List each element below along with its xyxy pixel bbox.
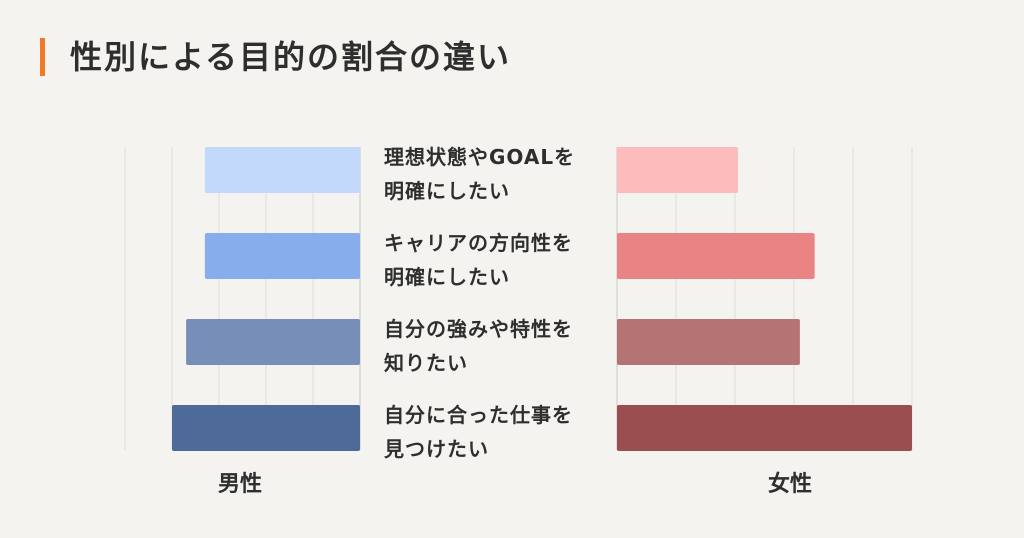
- category-label-line: 明確にしたい: [384, 179, 510, 203]
- category-label-line: 理想状態やGOALを: [384, 145, 576, 169]
- category-label-line: キャリアの方向性を: [384, 231, 573, 255]
- female-bar: [617, 319, 800, 365]
- category-label: 自分に合った仕事を 見つけたい: [384, 398, 614, 466]
- female-bar: [617, 147, 738, 193]
- category-label-line: 知りたい: [384, 351, 468, 375]
- male-bar: [186, 319, 360, 365]
- category-label-line: 自分の強みや特性を: [384, 317, 573, 341]
- title-accent-bar: [40, 38, 45, 76]
- category-label: キャリアの方向性を 明確にしたい: [384, 226, 614, 294]
- male-bar: [204, 233, 360, 279]
- male-bar: [172, 405, 360, 451]
- series-label-male: 男性: [218, 472, 263, 497]
- female-bar: [617, 233, 815, 279]
- category-label: 理想状態やGOALを 明確にしたい: [384, 140, 614, 208]
- page-title: 性別による目的の割合の違い: [70, 38, 512, 76]
- female-bar: [617, 405, 912, 451]
- male-bar: [204, 147, 360, 193]
- series-label-female: 女性: [768, 472, 813, 497]
- category-label-line: 明確にしたい: [384, 265, 510, 289]
- category-label: 自分の強みや特性を 知りたい: [384, 312, 614, 380]
- category-label-line: 見つけたい: [384, 437, 489, 461]
- category-label-line: 自分に合った仕事を: [384, 403, 573, 427]
